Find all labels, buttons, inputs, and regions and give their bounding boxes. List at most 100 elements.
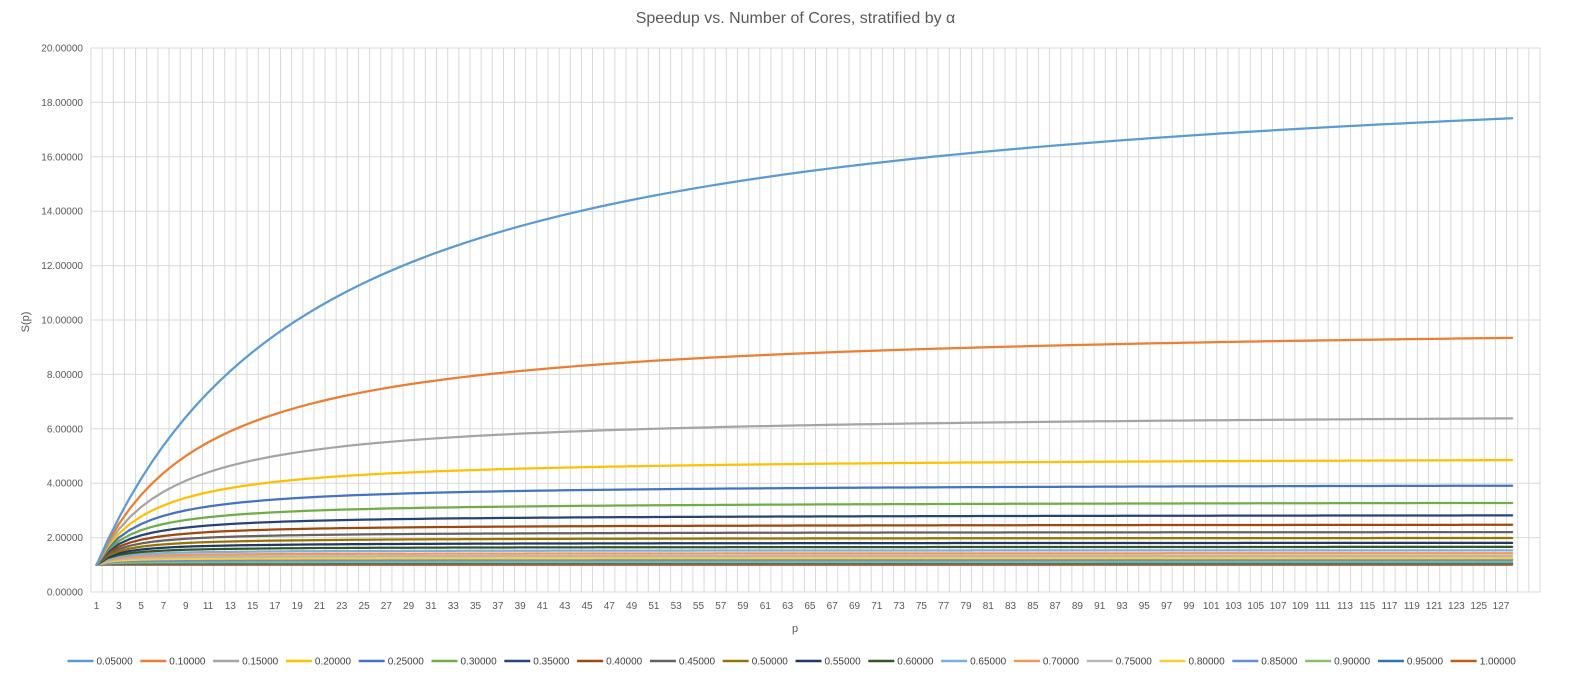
legend-label: 0.20000	[315, 657, 352, 668]
legend-item: 0.35000	[504, 657, 570, 668]
series-lines	[95, 117, 1514, 566]
y-tick-label: 18.00000	[41, 98, 83, 109]
legend-label: 0.30000	[461, 657, 498, 668]
x-tick-label: 63	[782, 601, 794, 612]
x-tick-label: 13	[225, 601, 237, 612]
x-tick-label: 55	[693, 601, 705, 612]
x-tick-label: 69	[849, 601, 861, 612]
legend-label: 0.75000	[1116, 657, 1153, 668]
x-tick-label: 95	[1139, 601, 1151, 612]
y-tick-label: 6.00000	[47, 424, 84, 435]
x-tick-label: 53	[671, 601, 683, 612]
x-tick-label: 123	[1448, 601, 1465, 612]
legend-label: 1.00000	[1480, 657, 1517, 668]
legend-label: 0.10000	[169, 657, 206, 668]
series-line-0.05000	[95, 117, 1514, 566]
legend-item: 0.30000	[431, 657, 498, 668]
x-tick-label: 7	[161, 601, 167, 612]
legend-item: 0.55000	[795, 657, 862, 668]
legend-item: 1.00000	[1450, 657, 1517, 668]
legend-item: 0.20000	[285, 657, 352, 668]
x-tick-label: 31	[425, 601, 437, 612]
legend-label: 0.55000	[825, 657, 862, 668]
x-tick-label: 75	[916, 601, 928, 612]
x-tick-label: 27	[381, 601, 393, 612]
x-tick-label: 107	[1270, 601, 1287, 612]
legend-label: 0.70000	[1043, 657, 1080, 668]
legend-label: 0.45000	[679, 657, 716, 668]
x-tick-label: 5	[138, 601, 144, 612]
x-tick-label: 121	[1426, 601, 1443, 612]
x-tick-label: 83	[1005, 601, 1017, 612]
x-tick-label: 93	[1116, 601, 1128, 612]
series-line-0.35000	[95, 514, 1514, 566]
series-line-0.25000	[95, 484, 1514, 566]
x-tick-label: 105	[1247, 601, 1264, 612]
legend-label: 0.40000	[606, 657, 643, 668]
x-tick-label: 115	[1359, 601, 1375, 612]
series-line-0.95000	[95, 562, 1514, 566]
x-tick-label: 61	[760, 601, 772, 612]
x-tick-label: 101	[1203, 601, 1220, 612]
legend-label: 0.15000	[242, 657, 279, 668]
legend-item: 0.15000	[213, 657, 279, 668]
x-tick-label: 43	[559, 601, 571, 612]
x-tick-label: 71	[871, 601, 883, 612]
x-tick-label: 99	[1183, 601, 1195, 612]
x-tick-label: 89	[1072, 601, 1084, 612]
x-tick-label: 47	[604, 601, 616, 612]
x-tick-label: 127	[1493, 601, 1510, 612]
legend-item: 0.80000	[1159, 657, 1226, 668]
legend-label: 0.80000	[1189, 657, 1226, 668]
x-tick-label: 23	[336, 601, 348, 612]
x-tick-label: 85	[1027, 601, 1039, 612]
x-tick-label: 19	[292, 601, 304, 612]
legend-label: 0.50000	[752, 657, 789, 668]
x-tick-label: 103	[1225, 601, 1242, 612]
series-line-0.55000	[95, 541, 1514, 566]
series-line-0.65000	[95, 549, 1514, 566]
x-tick-label: 25	[359, 601, 371, 612]
x-tick-label: 39	[515, 601, 527, 612]
x-tick-label: 77	[938, 601, 950, 612]
x-tick-label: 33	[448, 601, 460, 612]
x-tick-label: 111	[1315, 601, 1331, 612]
x-tick-label: 125	[1470, 601, 1487, 612]
x-tick-label: 117	[1382, 601, 1398, 612]
series-line-0.30000	[95, 501, 1514, 566]
legend-item: 0.95000	[1377, 657, 1443, 668]
legend-label: 0.65000	[970, 657, 1007, 668]
series-line-0.20000	[95, 458, 1514, 566]
series-line-0.10000	[95, 336, 1514, 566]
series-line-0.85000	[95, 558, 1514, 566]
legend-item: 0.40000	[577, 657, 643, 668]
legend: 0.05000 0.10000 0.15000 0.20000 0.25000 0.300…	[67, 657, 1517, 668]
legend-label: 0.25000	[388, 657, 425, 668]
y-tick-label: 16.00000	[41, 152, 83, 163]
x-axis-ticks: 1 3 5 7 9 11 13 15 17 19 21 23 25 27 29 31 33 35 37 39 41 43 4…	[94, 601, 1510, 612]
legend-label: 0.35000	[533, 657, 570, 668]
legend-item: 0.25000	[358, 657, 425, 668]
x-tick-label: 45	[581, 601, 593, 612]
legend-item: 0.05000	[67, 657, 133, 668]
legend-item: 0.10000	[140, 657, 206, 668]
x-tick-label: 67	[827, 601, 839, 612]
x-tick-label: 97	[1161, 601, 1173, 612]
x-tick-label: 81	[983, 601, 995, 612]
x-tick-label: 65	[804, 601, 816, 612]
x-tick-label: 59	[737, 601, 749, 612]
x-tick-label: 79	[960, 601, 972, 612]
x-tick-label: 91	[1094, 601, 1106, 612]
legend-item: 0.90000	[1305, 657, 1371, 668]
legend-item: 0.45000	[649, 657, 716, 668]
chart-title: Speedup vs. Number of Cores, stratified …	[635, 10, 956, 27]
legend-label: 0.85000	[1261, 657, 1298, 668]
x-tick-label: 9	[183, 601, 189, 612]
y-tick-label: 14.00000	[41, 207, 83, 218]
x-tick-label: 87	[1050, 601, 1062, 612]
x-tick-label: 17	[269, 601, 281, 612]
y-tick-label: 10.00000	[41, 316, 83, 327]
legend-item: 0.50000	[722, 657, 789, 668]
series-line-0.80000	[95, 556, 1514, 566]
